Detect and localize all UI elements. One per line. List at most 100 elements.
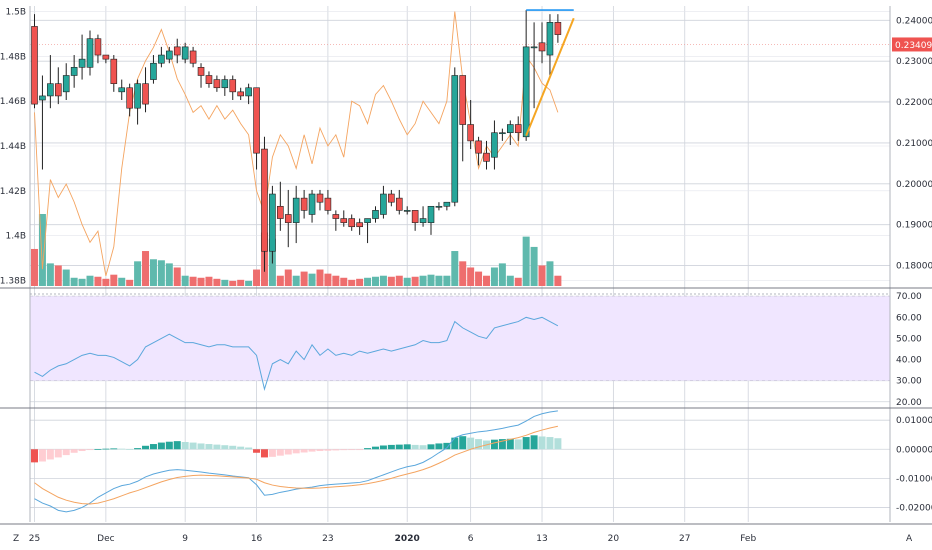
volume-bar [340, 277, 348, 286]
macd-histogram-bar [538, 436, 546, 450]
right-price-tick: 0.21000 [896, 139, 932, 149]
macd-histogram-bar [490, 439, 498, 450]
candle-body [261, 148, 268, 252]
macd-histogram-bar [403, 444, 411, 450]
macd-histogram-bar [181, 442, 189, 450]
candle-body [514, 124, 522, 134]
x-tick-label: 20 [608, 534, 620, 544]
volume-bar [157, 260, 165, 286]
x-tick-label: Feb [740, 534, 756, 544]
macd-histogram-bar [475, 439, 483, 450]
macd-histogram-bar [165, 441, 173, 450]
candle-body [491, 132, 498, 158]
volume-bar [253, 269, 261, 286]
candles [31, 10, 562, 272]
macd-histogram-bar [284, 449, 292, 455]
left-volume-tick: 1.48B [0, 52, 26, 62]
candle-body [47, 83, 54, 97]
volume-bar [205, 276, 213, 286]
volume-bar [324, 273, 332, 286]
auto-scale-corner-label[interactable]: A [906, 534, 913, 544]
macd-histogram-bar [134, 448, 142, 450]
volume-bar [189, 276, 197, 286]
x-tick-label: 2020 [395, 534, 420, 544]
rsi-shaded-band [30, 296, 890, 381]
volume-bar [364, 277, 372, 286]
macd-histogram-bar [316, 449, 324, 452]
volume-bar [371, 276, 379, 286]
rsi-tick-label: 50.00 [896, 334, 922, 344]
candle-body [181, 46, 189, 60]
volume-bar [54, 265, 62, 286]
x-tick-label: 23 [322, 534, 333, 544]
x-tick-label: 6 [468, 534, 474, 544]
macd-histogram-bar [506, 438, 514, 450]
candle-body [554, 22, 562, 35]
macd-histogram-bar [229, 445, 237, 450]
right-price-tick: 0.18000 [896, 262, 932, 272]
rsi-tick-label: 40.00 [896, 356, 922, 366]
candle-body [173, 46, 181, 56]
volume-bar [94, 276, 102, 286]
macd-signal-line [34, 425, 558, 505]
volume-bar [165, 263, 173, 286]
candle-body [340, 218, 348, 223]
macd-histogram-bar [522, 437, 530, 450]
candle-body [78, 58, 86, 68]
candle-body [499, 132, 506, 135]
volume-bar [538, 265, 546, 286]
timezone-corner-label[interactable]: Z [13, 534, 19, 544]
macd-histogram-bar [530, 435, 538, 450]
macd-histogram-bar [332, 449, 340, 451]
volume-bar [173, 267, 181, 286]
macd-histogram-bar [173, 441, 181, 450]
volume-bar [46, 263, 54, 286]
macd-histogram-bar [379, 445, 387, 450]
candle-body [380, 193, 387, 215]
volume-bar [395, 275, 403, 286]
volume-bar [237, 279, 245, 286]
macd-histogram-bar [443, 442, 451, 450]
volume-bar [292, 275, 300, 286]
rsi-tick-label: 60.00 [896, 313, 922, 323]
drawings[interactable] [525, 9, 575, 136]
candle-body [39, 95, 46, 101]
volume-bar [483, 275, 491, 286]
macd-histogram-bar [142, 445, 150, 450]
candle-body [332, 214, 340, 219]
candle-body [70, 67, 78, 76]
macd-histogram-bar [78, 449, 86, 452]
candle-body [213, 79, 221, 89]
last-price-tag: 0.23409 [892, 37, 932, 52]
volume-bar [62, 269, 70, 286]
volume-bar [149, 259, 157, 286]
last-price-tag-bg [892, 37, 932, 52]
macd-histogram-bar [292, 449, 300, 454]
left-volume-tick: 1.38B [0, 276, 26, 286]
candle-body [459, 75, 467, 125]
candle-body [506, 124, 514, 134]
volume-bar [451, 251, 459, 286]
ascending-trend-line[interactable] [525, 17, 575, 136]
candle-body [356, 222, 363, 228]
left-volume-tick: 1.4B [6, 232, 27, 242]
x-tick-label: 13 [536, 534, 547, 544]
rsi-band [30, 296, 890, 381]
candle-body [451, 75, 459, 203]
right-price-tick: 0.22000 [896, 98, 932, 108]
candle-body [253, 87, 260, 154]
volume-bar [356, 278, 364, 286]
candle-body [538, 42, 546, 52]
candle-body [142, 83, 149, 105]
macd-histogram-bar [356, 449, 364, 451]
candle-body [427, 205, 435, 223]
macd-histogram-bar [387, 444, 395, 450]
right-price-tick: 0.24000 [896, 16, 932, 26]
candle-body [435, 205, 443, 208]
candle-body [54, 83, 62, 97]
macd-histogram-bar [189, 442, 197, 450]
macd-histogram-bar [300, 449, 308, 453]
